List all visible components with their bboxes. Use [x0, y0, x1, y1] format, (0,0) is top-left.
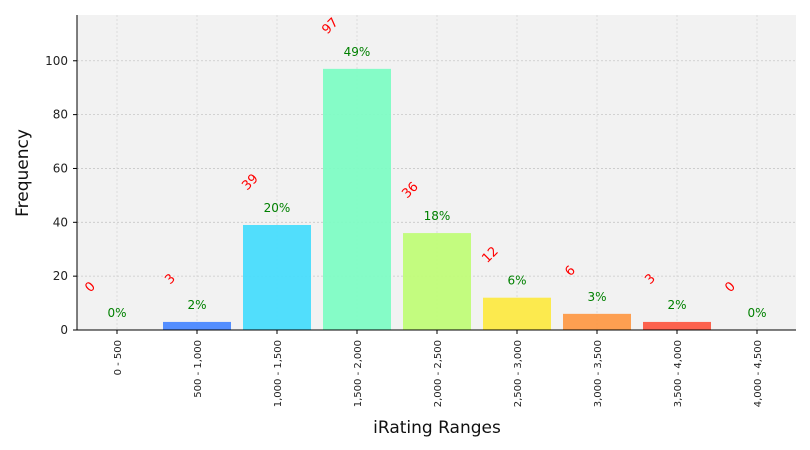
x-axis-title: iRating Ranges — [373, 418, 501, 438]
x-tick-label: 1,500 - 2,000 — [353, 340, 364, 407]
bar — [323, 68, 391, 330]
x-tick-label: 0 - 500 — [113, 340, 124, 375]
x-tick-label: 3,000 - 3,500 — [593, 340, 604, 407]
percent-label: 49% — [344, 45, 371, 59]
x-tick-label: 500 - 1,000 — [193, 340, 204, 398]
y-tick-label: 80 — [53, 108, 68, 122]
bar — [643, 321, 711, 330]
bar — [563, 313, 631, 330]
percent-label: 3% — [587, 290, 606, 304]
bars — [163, 68, 711, 330]
percent-label: 2% — [187, 298, 206, 312]
percent-label: 20% — [264, 201, 291, 215]
bar — [163, 321, 231, 330]
bar — [483, 297, 551, 330]
percent-label: 2% — [667, 298, 686, 312]
bar — [403, 233, 471, 330]
x-tick-label: 1,000 - 1,500 — [273, 340, 284, 407]
y-tick-label: 100 — [45, 54, 68, 68]
y-tick-label: 60 — [53, 161, 68, 175]
percent-label: 0% — [747, 306, 766, 320]
percent-label: 0% — [107, 306, 126, 320]
percent-label: 18% — [424, 209, 451, 223]
y-tick-label: 0 — [60, 323, 68, 337]
x-tick-label: 3,500 - 4,000 — [673, 340, 684, 407]
x-tick-label: 2,000 - 2,500 — [433, 340, 444, 407]
x-tick-label: 2,500 - 3,000 — [513, 340, 524, 407]
y-ticks: 0 20 40 60 80 100 — [45, 54, 77, 337]
y-tick-label: 40 — [53, 215, 68, 229]
bar — [243, 225, 311, 330]
x-ticks: 0 - 500 500 - 1,000 1,000 - 1,500 1,500 - 2… — [113, 330, 764, 407]
y-axis-title: Frequency — [13, 129, 33, 217]
percent-label: 6% — [507, 274, 526, 288]
x-tick-label: 4,000 - 4,500 — [753, 340, 764, 407]
y-tick-label: 20 — [53, 269, 68, 283]
